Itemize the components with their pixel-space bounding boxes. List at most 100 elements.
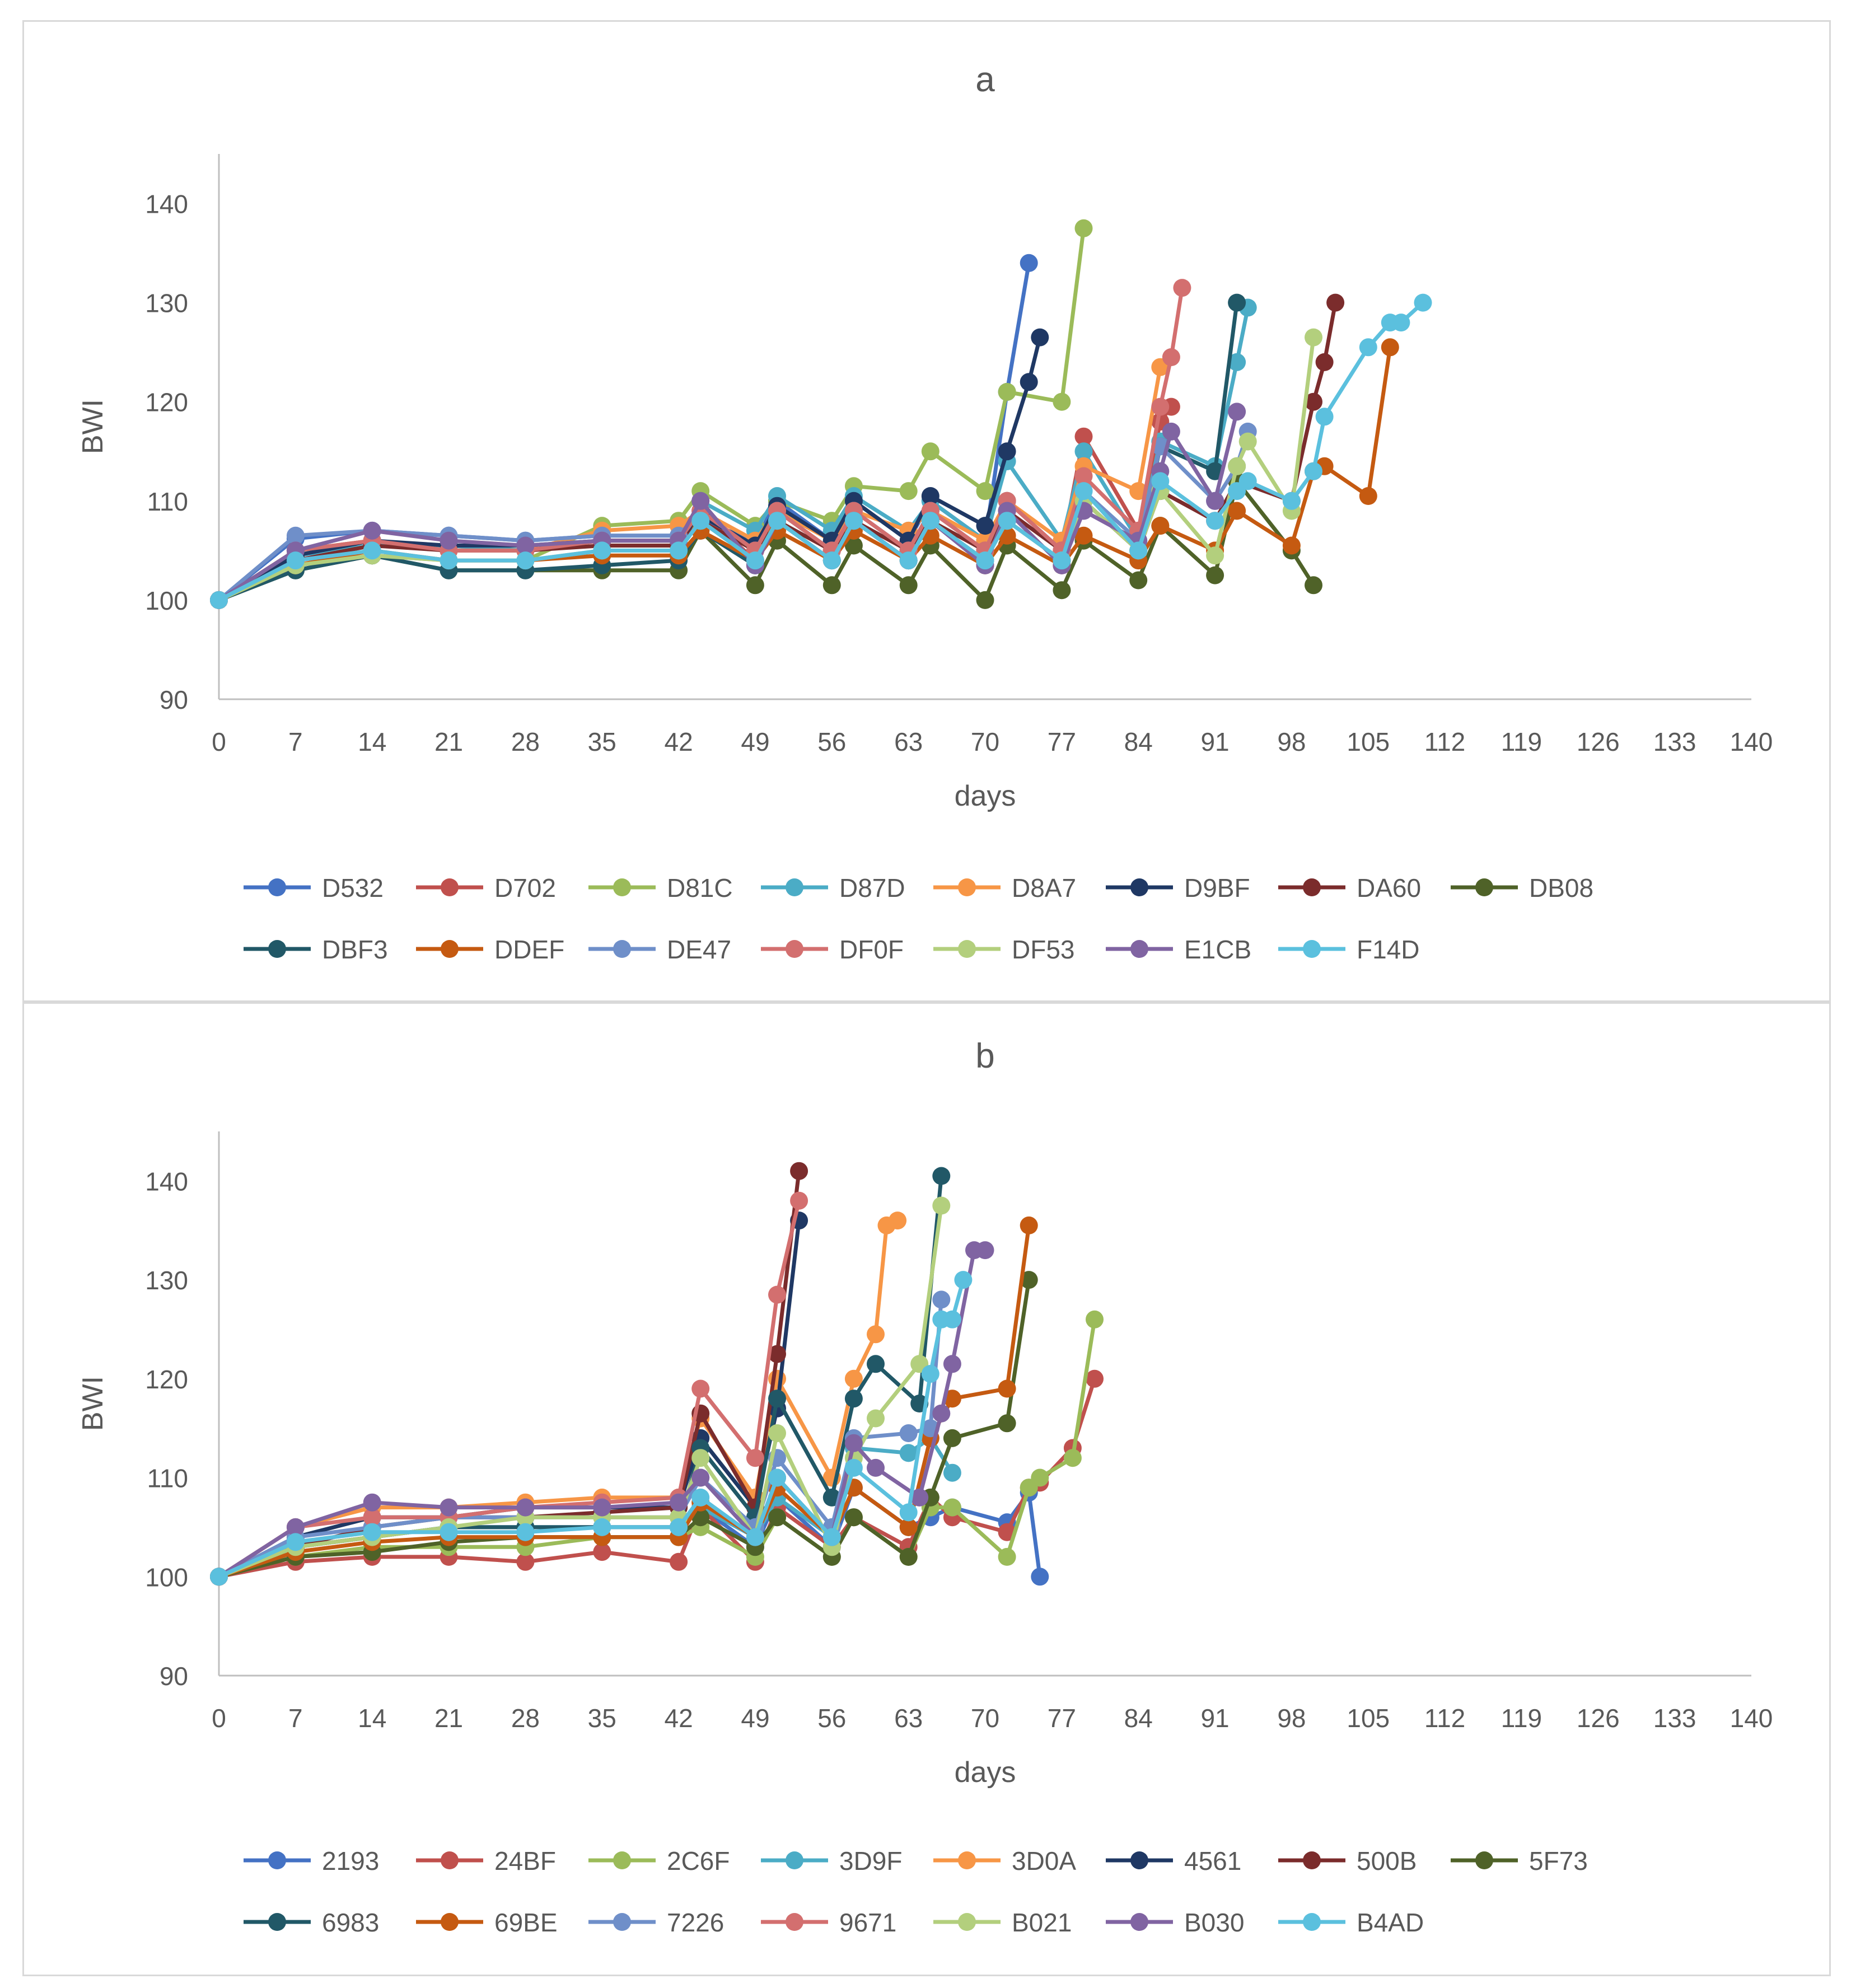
legend-entry: D87D	[761, 873, 905, 902]
legend-label: D81C	[667, 873, 733, 902]
legend-entry: DE47	[588, 935, 731, 964]
data-point	[691, 1468, 710, 1487]
data-point	[286, 1533, 305, 1551]
data-point	[1206, 546, 1224, 565]
legend-swatch-marker	[613, 1913, 631, 1931]
data-point	[1305, 462, 1322, 480]
legend-entry: DF53	[933, 935, 1074, 964]
data-point	[1086, 1369, 1104, 1388]
data-point	[1129, 541, 1148, 560]
x-tick-label: 56	[817, 1704, 846, 1733]
data-point	[1020, 1216, 1038, 1234]
data-point	[746, 1449, 764, 1467]
legend-entry: 2C6F	[588, 1846, 730, 1875]
legend-swatch-marker	[1303, 1913, 1321, 1931]
legend-swatch-marker	[786, 940, 803, 958]
legend-entry: B021	[933, 1908, 1072, 1937]
data-point	[1020, 1271, 1038, 1289]
x-tick-label: 105	[1347, 1704, 1390, 1733]
data-point	[691, 1488, 710, 1507]
data-point	[867, 1409, 885, 1428]
data-point	[1414, 293, 1432, 312]
data-point	[899, 1518, 918, 1536]
data-point	[768, 1468, 786, 1487]
data-point	[943, 1429, 961, 1447]
legend-swatch-marker	[441, 940, 459, 958]
data-point	[670, 1518, 688, 1536]
data-point	[921, 442, 939, 461]
legend-swatch-marker	[441, 878, 459, 896]
x-tick-label: 14	[358, 1704, 386, 1733]
data-point	[790, 1162, 808, 1180]
data-point	[1074, 219, 1093, 237]
x-tick-label: 133	[1653, 727, 1696, 756]
legend-entry: DB08	[1451, 873, 1593, 902]
data-point	[286, 1518, 305, 1536]
legend-swatch-marker	[786, 878, 803, 896]
legend-swatch-marker	[1303, 878, 1321, 896]
legend-swatch-marker	[441, 1851, 459, 1869]
legend-entry: 9671	[761, 1908, 896, 1937]
legend-entry: 5F73	[1451, 1846, 1588, 1875]
data-point	[691, 492, 710, 510]
x-tick-label: 14	[358, 727, 386, 756]
x-tick-label: 119	[1501, 1704, 1542, 1733]
x-tick-label: 63	[894, 727, 923, 756]
data-point	[1074, 427, 1093, 446]
x-tick-label: 119	[1501, 727, 1542, 756]
legend-label: B021	[1012, 1908, 1072, 1937]
data-point	[1151, 397, 1170, 416]
data-point	[1305, 392, 1322, 411]
data-point	[1392, 314, 1410, 332]
y-tick-label: 90	[160, 1662, 188, 1691]
x-axis-label: days	[955, 780, 1016, 812]
data-point	[1162, 422, 1180, 441]
x-tick-label: 56	[817, 727, 846, 756]
data-point	[889, 1211, 907, 1230]
data-point	[440, 551, 458, 570]
data-point	[943, 1310, 961, 1329]
x-tick-label: 63	[894, 1704, 923, 1733]
x-tick-label: 112	[1424, 727, 1465, 756]
data-point	[844, 1390, 863, 1408]
legend-label: B4AD	[1357, 1908, 1424, 1937]
data-point	[1053, 551, 1071, 570]
x-tick-label: 77	[1048, 1704, 1076, 1733]
data-point	[691, 512, 710, 530]
legend-swatch-marker	[958, 1851, 976, 1869]
data-point	[1020, 254, 1038, 272]
legend-label: D532	[322, 873, 384, 902]
data-point	[844, 1458, 863, 1477]
data-point	[976, 482, 994, 500]
chart-a-svg: a 90 100 110 120 130 140 0 7 14 21 28 35 42 49 56 63 70 77…	[77, 60, 1773, 964]
y-tick-label: 110	[147, 487, 188, 516]
data-point	[768, 1285, 786, 1304]
x-tick-label: 28	[511, 1704, 540, 1733]
y-tick-label: 90	[160, 685, 188, 714]
data-point	[998, 1547, 1016, 1566]
x-tick-label: 105	[1347, 727, 1390, 756]
legend-entry: 3D0A	[933, 1846, 1076, 1875]
data-point	[1129, 571, 1148, 590]
x-tick-label: 140	[1730, 727, 1773, 756]
data-point	[1031, 1568, 1049, 1586]
data-point	[943, 1355, 961, 1373]
data-point	[921, 512, 939, 530]
legend-swatch-marker	[786, 1913, 803, 1931]
data-point	[768, 1424, 786, 1442]
legend-entry: 69BE	[416, 1908, 558, 1937]
legend-entry: 24BF	[416, 1846, 556, 1875]
legend-entry: DF0F	[761, 935, 904, 964]
x-tick-label: 21	[434, 727, 463, 756]
legend-label: DBF3	[322, 935, 388, 964]
data-point	[768, 1345, 786, 1363]
data-point	[593, 1498, 611, 1517]
data-point	[1238, 472, 1257, 490]
y-tick-label: 100	[145, 586, 188, 615]
x-tick-label: 84	[1124, 1704, 1153, 1733]
legend-label: DE47	[667, 935, 731, 964]
data-point	[943, 1498, 961, 1517]
data-point	[976, 551, 994, 570]
data-point	[516, 1498, 535, 1517]
data-point	[363, 1523, 381, 1541]
